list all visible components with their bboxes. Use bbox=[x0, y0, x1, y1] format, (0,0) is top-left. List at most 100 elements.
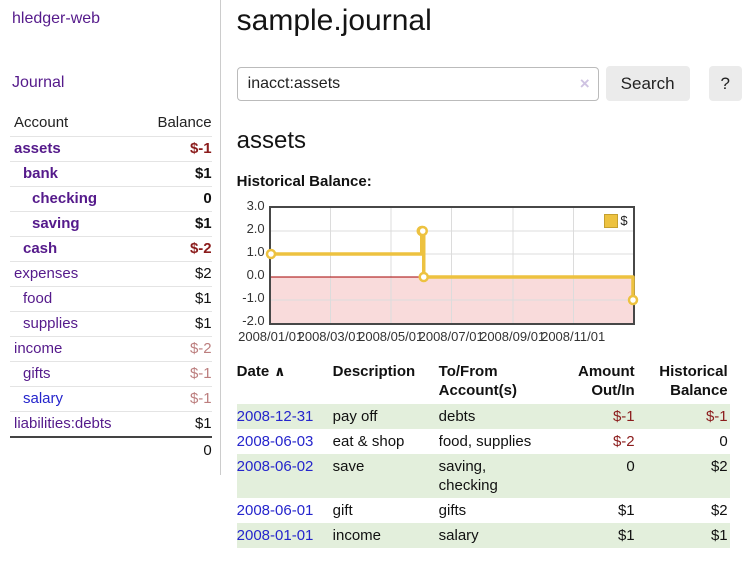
date-cell: 2008-06-03 bbox=[237, 429, 333, 454]
amount-cell: $1 bbox=[552, 523, 637, 548]
amount-cell: $-1 bbox=[552, 404, 637, 429]
transaction-date-link[interactable]: 2008-12-31 bbox=[236, 408, 314, 425]
column-header-description: Description bbox=[332, 363, 416, 380]
account-row: food $1 bbox=[10, 286, 212, 311]
y-tick-label: 1.0 bbox=[246, 244, 265, 259]
help-button[interactable]: ? bbox=[708, 66, 742, 101]
accounts-header: Account Balance bbox=[10, 110, 212, 136]
column-header-balance: Historical Balance bbox=[659, 363, 728, 399]
account-balance: 0 bbox=[203, 190, 212, 207]
accounts-total: 0 bbox=[10, 436, 212, 463]
accounts-cell: debts bbox=[438, 404, 553, 429]
transaction-date-link[interactable]: 2008-06-02 bbox=[236, 458, 314, 475]
register-row: 2008-06-01 gift gifts $1 $2 bbox=[237, 498, 730, 523]
account-balance: $-2 bbox=[189, 240, 212, 257]
account-balance: $-1 bbox=[189, 390, 212, 407]
transaction-date-link[interactable]: 2008-01-01 bbox=[236, 527, 314, 544]
account-row: expenses $2 bbox=[10, 261, 212, 286]
date-cell: 2008-06-02 bbox=[236, 454, 333, 498]
account-link-assets[interactable]: assets bbox=[14, 140, 61, 157]
brand-link[interactable]: hledger-web bbox=[12, 10, 101, 27]
chart-plot-area: $ bbox=[265, 206, 638, 325]
sidebar-item-journal[interactable]: Journal bbox=[12, 74, 65, 91]
account-link-food[interactable]: food bbox=[23, 290, 53, 307]
account-balance: $1 bbox=[194, 315, 212, 332]
description-cell: pay off bbox=[332, 404, 439, 429]
account-balance: $-1 bbox=[189, 365, 212, 382]
date-cell: 2008-12-31 bbox=[236, 404, 333, 429]
legend-label: $ bbox=[620, 213, 628, 228]
x-tick-label: 2008/07/01 bbox=[418, 329, 484, 344]
chart-canvas bbox=[265, 208, 638, 323]
date-cell: 2008-01-01 bbox=[236, 523, 333, 548]
account-link-income[interactable]: income bbox=[14, 340, 63, 357]
description-cell: gift bbox=[332, 502, 353, 519]
clear-search-icon[interactable]: × bbox=[579, 73, 590, 93]
y-tick-label: 0.0 bbox=[246, 267, 265, 282]
accounts-rows: assets $-1 bank $1 checking 0 saving $1 cash $-2 e… bbox=[10, 136, 212, 436]
date-cell: 2008-06-01 bbox=[237, 498, 333, 523]
y-tick-label: 2.0 bbox=[246, 221, 265, 236]
balance-cell: $1 bbox=[636, 523, 730, 548]
x-tick-label: 2008/11/01 bbox=[541, 329, 606, 344]
accounts-cell: food, supplies bbox=[438, 433, 532, 450]
account-link-salary[interactable]: salary bbox=[23, 390, 64, 407]
x-tick-label: 2008/01/01 bbox=[238, 329, 304, 344]
account-link-saving[interactable]: saving bbox=[32, 215, 80, 232]
description-cell: save bbox=[332, 454, 439, 498]
chart-legend: $ bbox=[604, 213, 628, 228]
account-balance: $1 bbox=[194, 215, 212, 232]
account-row: liabilities:debts $1 bbox=[10, 411, 212, 436]
accounts-cell: saving, checking bbox=[438, 454, 553, 498]
balance-cell: 0 bbox=[719, 433, 728, 450]
account-balance: $1 bbox=[194, 165, 212, 182]
register-row: 2008-06-02 save saving, checking 0 $2 bbox=[236, 454, 730, 498]
description-cell: eat & shop bbox=[332, 433, 405, 450]
page-title: sample.journal bbox=[236, 4, 432, 37]
x-tick-label: 2008/05/01 bbox=[358, 329, 424, 344]
account-row: bank $1 bbox=[10, 161, 212, 186]
account-balance: $1 bbox=[194, 415, 212, 432]
transaction-date-link[interactable]: 2008-06-01 bbox=[236, 502, 314, 519]
search-input[interactable] bbox=[236, 66, 599, 101]
search-button[interactable]: Search bbox=[605, 66, 690, 101]
account-link-liabilities-debts[interactable]: liabilities:debts bbox=[14, 415, 112, 432]
account-row: gifts $-1 bbox=[10, 361, 212, 386]
x-tick-label: 2008/09/01 bbox=[480, 329, 546, 344]
account-link-checking[interactable]: checking bbox=[32, 190, 98, 207]
register-header-row: Date ∧ Description To/From Account(s) Amo… bbox=[237, 360, 730, 404]
account-row: supplies $1 bbox=[10, 311, 212, 336]
accounts-header-account: Account bbox=[14, 114, 69, 131]
account-link-supplies[interactable]: supplies bbox=[23, 315, 79, 332]
accounts-tree: Account Balance assets $-1 bank $1 checking 0… bbox=[10, 110, 220, 463]
account-row: saving $1 bbox=[10, 211, 212, 236]
transaction-date-link[interactable]: 2008-06-03 bbox=[236, 433, 314, 450]
account-link-bank[interactable]: bank bbox=[23, 165, 59, 182]
x-tick-label: 2008/03/01 bbox=[297, 329, 363, 344]
column-header-date[interactable]: Date ∧ bbox=[236, 363, 286, 380]
amount-cell: $1 bbox=[617, 502, 635, 519]
page: hledger-web Journal Account Balance asse… bbox=[10, 0, 742, 548]
accounts-header-balance: Balance bbox=[157, 114, 212, 131]
search-box: × bbox=[236, 66, 599, 101]
balance-cell: $-1 bbox=[636, 404, 730, 429]
chart-title: Historical Balance: bbox=[236, 173, 372, 190]
account-balance: $-1 bbox=[189, 140, 212, 157]
account-balance: $-2 bbox=[189, 340, 212, 357]
y-tick-label: 3.0 bbox=[246, 198, 265, 213]
amount-cell: $-2 bbox=[612, 433, 635, 450]
column-header-accounts: To/From Account(s) bbox=[438, 363, 517, 399]
account-link-gifts[interactable]: gifts bbox=[23, 365, 51, 382]
balance-cell: $2 bbox=[710, 502, 728, 519]
register-table: Date ∧ Description To/From Account(s) Amo… bbox=[236, 360, 730, 548]
account-link-cash[interactable]: cash bbox=[23, 240, 58, 257]
account-heading: assets bbox=[236, 127, 307, 154]
account-row: checking 0 bbox=[10, 186, 212, 211]
amount-cell: 0 bbox=[552, 454, 637, 498]
legend-swatch-icon bbox=[604, 213, 619, 228]
account-balance: $2 bbox=[194, 265, 212, 282]
y-tick-label: -1.0 bbox=[242, 290, 265, 305]
account-link-expenses[interactable]: expenses bbox=[14, 265, 79, 282]
account-row: assets $-1 bbox=[10, 136, 212, 161]
accounts-cell: salary bbox=[438, 523, 553, 548]
